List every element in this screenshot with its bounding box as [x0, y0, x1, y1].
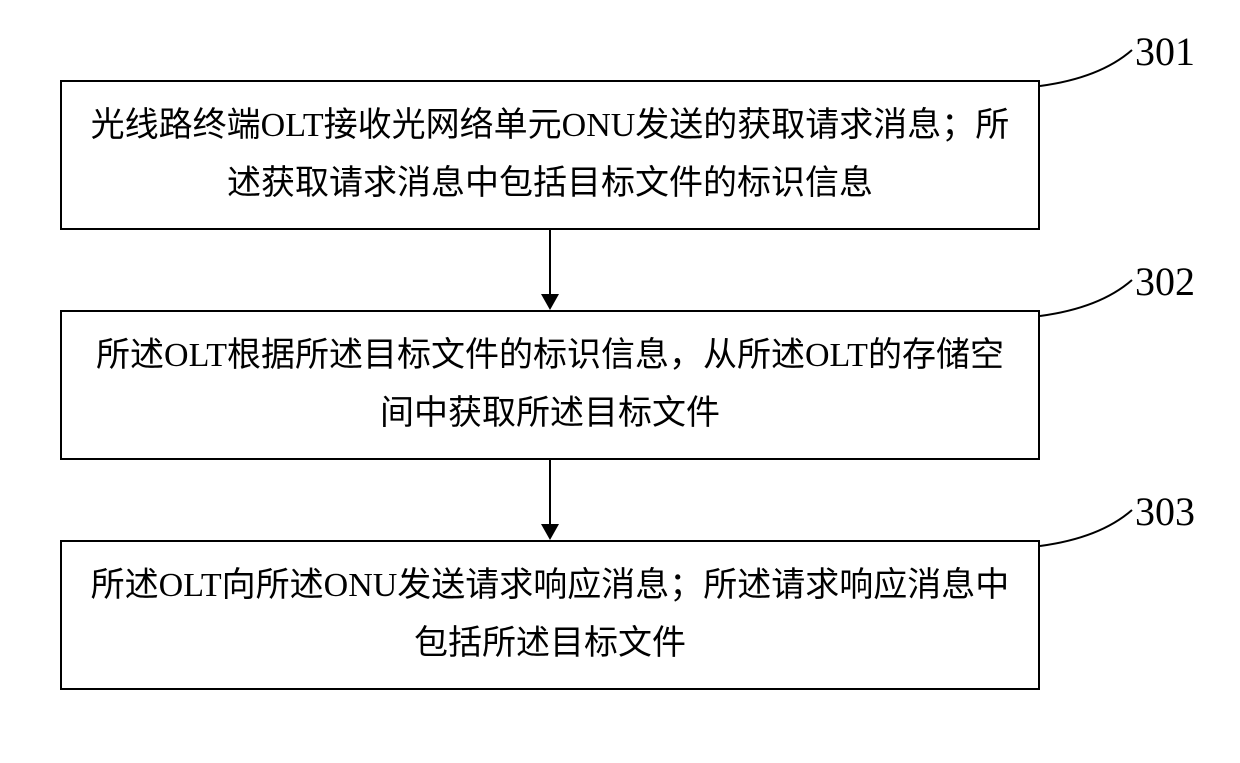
flow-step-301-text: 光线路终端OLT接收光网络单元ONU发送的获取请求消息；所述获取请求消息中包括目…: [82, 97, 1018, 213]
flowchart-canvas: 光线路终端OLT接收光网络单元ONU发送的获取请求消息；所述获取请求消息中包括目…: [0, 0, 1240, 763]
arrow-302-to-303: [549, 460, 551, 524]
flow-step-301: 光线路终端OLT接收光网络单元ONU发送的获取请求消息；所述获取请求消息中包括目…: [60, 80, 1040, 230]
step-label-301: 301: [1135, 28, 1195, 75]
arrow-301-to-302: [549, 230, 551, 294]
leader-303: [1030, 480, 1150, 560]
step-label-303: 303: [1135, 488, 1195, 535]
arrow-head-302-to-303: [541, 524, 559, 540]
flow-step-303: 所述OLT向所述ONU发送请求响应消息；所述请求响应消息中包括所述目标文件: [60, 540, 1040, 690]
arrow-head-301-to-302: [541, 294, 559, 310]
flow-step-303-text: 所述OLT向所述ONU发送请求响应消息；所述请求响应消息中包括所述目标文件: [82, 557, 1018, 673]
leader-301: [1030, 20, 1150, 100]
leader-302: [1030, 250, 1150, 330]
flow-step-302: 所述OLT根据所述目标文件的标识信息，从所述OLT的存储空间中获取所述目标文件: [60, 310, 1040, 460]
flow-step-302-text: 所述OLT根据所述目标文件的标识信息，从所述OLT的存储空间中获取所述目标文件: [82, 327, 1018, 443]
step-label-302: 302: [1135, 258, 1195, 305]
